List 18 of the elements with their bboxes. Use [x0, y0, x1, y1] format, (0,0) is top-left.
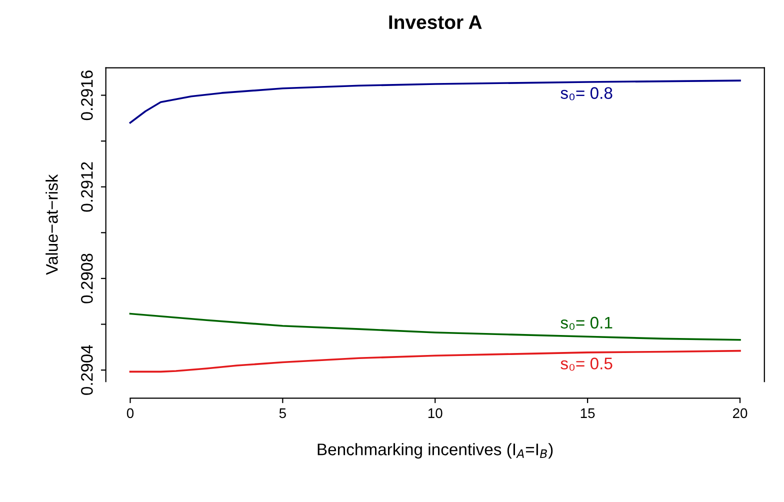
line-series [129, 80, 741, 124]
y-tick-label: 0.2904 [81, 345, 93, 395]
x-tick-label: 5 [279, 408, 286, 418]
y-tick-label: 0.2908 [81, 254, 93, 304]
series-label: s₀= 0.8 [560, 87, 612, 100]
x-tick-label: 10 [428, 408, 442, 418]
line-series [129, 312, 741, 341]
x-tick-label: 20 [732, 408, 748, 418]
y-tick-label: 0.2912 [81, 162, 93, 212]
x-axis-title: Benchmarking incentives (I$_{A}$=I$_{B}$) [318, 443, 553, 459]
series-label: s₀= 0.5 [560, 358, 612, 371]
y-tick-label: 0.2916 [81, 70, 93, 120]
x-tick-label: 0 [126, 408, 134, 418]
line-series [129, 350, 741, 373]
y-axis-title: Value−at−risk [46, 174, 58, 275]
x-tick-label: 15 [580, 408, 595, 418]
series-label: s₀= 0.1 [560, 316, 612, 330]
chart-title: Investor A [389, 16, 482, 30]
